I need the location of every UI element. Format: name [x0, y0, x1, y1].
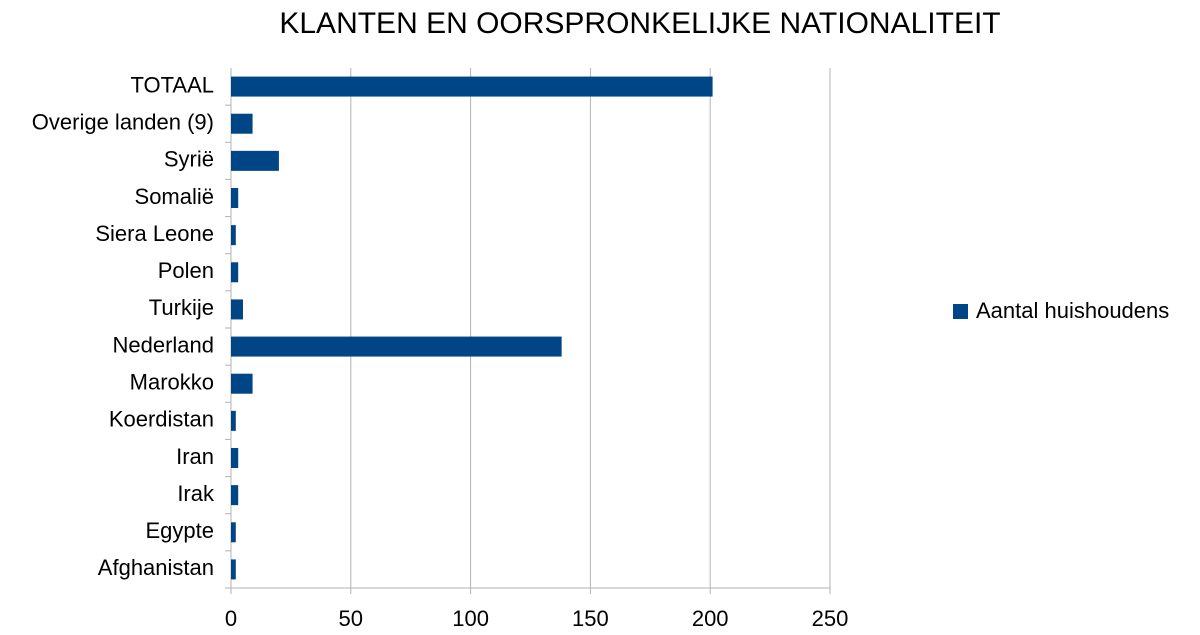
- bar: [231, 485, 239, 506]
- y-tick-label: TOTAAL: [130, 72, 214, 97]
- bar: [231, 113, 253, 134]
- y-tick-label: Koerdistan: [109, 407, 214, 432]
- bar: [231, 299, 243, 320]
- y-tick-label: Iran: [176, 444, 214, 469]
- y-tick-label: Polen: [158, 258, 214, 283]
- legend-label: Aantal huishoudens: [976, 298, 1169, 323]
- bar: [231, 410, 236, 431]
- bar: [231, 76, 713, 97]
- y-tick-label: Afghanistan: [98, 555, 214, 580]
- bar: [231, 448, 239, 468]
- bar: [231, 262, 239, 283]
- x-tick-label: 100: [452, 606, 489, 631]
- y-tick-label: Nederland: [112, 332, 214, 357]
- bar: [231, 188, 239, 208]
- bar: [231, 522, 236, 543]
- y-tick-label: Syrië: [164, 147, 214, 172]
- bar: [231, 150, 279, 171]
- y-tick-label: Marokko: [130, 370, 214, 395]
- x-tick-label: 200: [692, 606, 729, 631]
- x-tick-label: 50: [339, 606, 363, 631]
- y-tick-label: Overige landen (9): [32, 110, 214, 135]
- y-tick-label: Siera Leone: [95, 221, 214, 246]
- x-tick-label: 0: [225, 606, 237, 631]
- y-tick-label: Somalië: [135, 184, 214, 209]
- bar: [231, 225, 236, 246]
- y-tick-label: Irak: [177, 481, 215, 506]
- y-tick-label: Egypte: [146, 518, 215, 543]
- bar: [231, 373, 253, 394]
- legend-swatch: [953, 304, 968, 319]
- x-tick-label: 150: [572, 606, 609, 631]
- chart-title: KLANTEN EN OORSPRONKELIJKE NATIONALITEIT: [279, 7, 1000, 40]
- x-tick-label: 250: [812, 606, 849, 631]
- y-tick-label: Turkije: [149, 295, 214, 320]
- bar: [231, 336, 562, 357]
- bar: [231, 559, 236, 580]
